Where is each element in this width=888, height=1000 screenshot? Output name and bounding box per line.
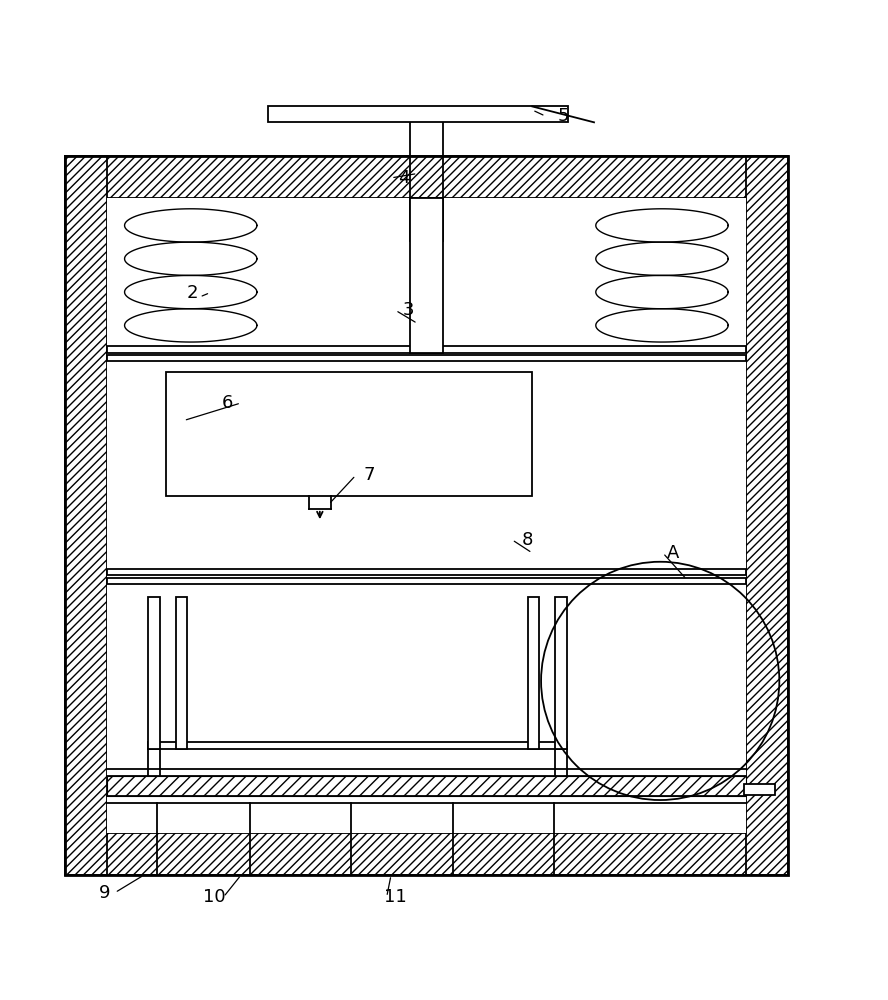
Bar bbox=[267, 106, 567, 122]
Bar bbox=[555, 749, 567, 789]
Bar bbox=[107, 569, 746, 575]
Text: 6: 6 bbox=[222, 394, 234, 412]
Bar bbox=[176, 597, 187, 749]
Bar bbox=[148, 781, 567, 789]
Bar bbox=[107, 776, 746, 796]
Bar bbox=[527, 597, 539, 749]
Text: 3: 3 bbox=[403, 301, 415, 319]
Text: A: A bbox=[667, 544, 679, 562]
Bar bbox=[409, 198, 443, 241]
Text: 7: 7 bbox=[363, 466, 375, 484]
Text: 9: 9 bbox=[99, 884, 110, 902]
Bar bbox=[65, 156, 789, 198]
Text: 8: 8 bbox=[522, 531, 534, 549]
Text: 10: 10 bbox=[203, 888, 226, 906]
Bar bbox=[746, 156, 789, 875]
Bar bbox=[409, 198, 443, 241]
Bar bbox=[148, 742, 567, 749]
Text: 4: 4 bbox=[399, 169, 410, 187]
Text: 11: 11 bbox=[385, 888, 407, 906]
Bar bbox=[65, 156, 789, 875]
Bar bbox=[148, 597, 160, 749]
Bar bbox=[555, 597, 567, 749]
Bar bbox=[148, 749, 160, 789]
Bar bbox=[107, 198, 746, 833]
Bar bbox=[409, 198, 443, 353]
Text: 2: 2 bbox=[186, 284, 198, 302]
Bar bbox=[107, 578, 746, 584]
Bar bbox=[65, 833, 789, 875]
Bar bbox=[744, 784, 775, 795]
Bar bbox=[65, 156, 107, 875]
Text: 5: 5 bbox=[558, 107, 569, 125]
Bar bbox=[107, 355, 746, 361]
Bar bbox=[107, 346, 746, 353]
Bar bbox=[166, 372, 532, 496]
